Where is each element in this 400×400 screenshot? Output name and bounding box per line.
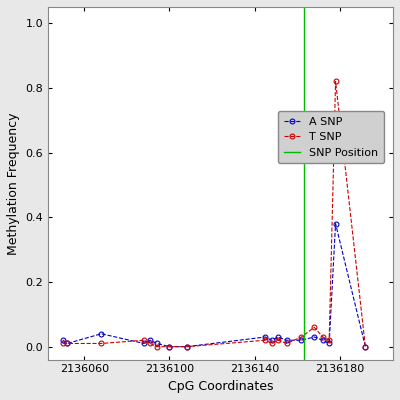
T SNP	[99, 341, 104, 346]
T SNP	[276, 338, 280, 343]
A SNP	[148, 338, 153, 343]
Line: T SNP: T SNP	[60, 79, 368, 349]
T SNP	[142, 338, 146, 343]
T SNP	[299, 334, 304, 339]
T SNP	[333, 79, 338, 84]
A SNP	[269, 338, 274, 343]
A SNP	[363, 344, 368, 349]
A SNP	[284, 338, 289, 343]
T SNP	[148, 341, 153, 346]
T SNP	[65, 341, 70, 346]
Line: A SNP: A SNP	[60, 221, 368, 349]
A SNP	[154, 341, 159, 346]
A SNP	[184, 344, 189, 349]
A SNP	[99, 331, 104, 336]
T SNP	[269, 341, 274, 346]
T SNP	[327, 338, 332, 343]
Y-axis label: Methylation Frequency: Methylation Frequency	[7, 112, 20, 254]
A SNP	[312, 334, 317, 339]
A SNP	[61, 338, 66, 343]
T SNP	[61, 341, 66, 346]
A SNP	[167, 344, 172, 349]
A SNP	[320, 338, 325, 343]
A SNP	[333, 221, 338, 226]
A SNP	[299, 338, 304, 343]
T SNP	[284, 341, 289, 346]
T SNP	[184, 344, 189, 349]
T SNP	[167, 344, 172, 349]
A SNP	[65, 341, 70, 346]
T SNP	[154, 344, 159, 349]
A SNP	[276, 334, 280, 339]
A SNP	[142, 341, 146, 346]
T SNP	[263, 338, 268, 343]
Legend: A SNP, T SNP, SNP Position: A SNP, T SNP, SNP Position	[278, 111, 384, 164]
A SNP	[263, 334, 268, 339]
T SNP	[320, 334, 325, 339]
X-axis label: CpG Coordinates: CpG Coordinates	[168, 380, 273, 393]
A SNP	[327, 341, 332, 346]
T SNP	[312, 325, 317, 330]
T SNP	[363, 344, 368, 349]
